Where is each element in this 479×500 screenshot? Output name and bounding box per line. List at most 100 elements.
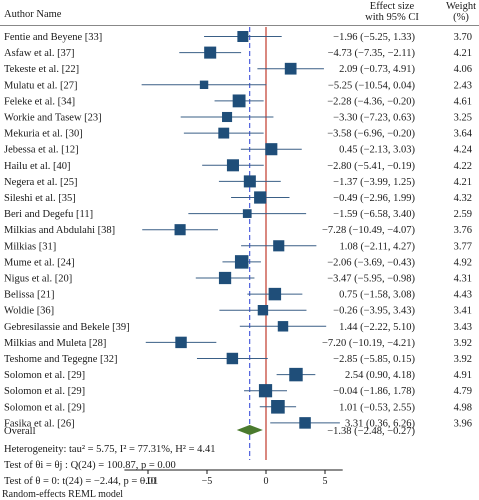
overall-effect-test: Test of θ = 0: t(24) = −2.44, p = 0.01 bbox=[4, 476, 158, 487]
study-name: Jebessa et al. [12] bbox=[4, 145, 79, 156]
effect-marker bbox=[174, 224, 186, 236]
effect-marker bbox=[234, 255, 249, 269]
study-name: Solomon et al. [29] bbox=[4, 370, 85, 381]
weight-text: 4.21 bbox=[454, 48, 472, 59]
study-name: Mume et al. [24] bbox=[4, 257, 75, 268]
study-name: Nigus et al. [20] bbox=[4, 274, 72, 285]
weight-text: 2.43 bbox=[454, 80, 472, 91]
effect-marker bbox=[204, 46, 217, 59]
effect-ci-text: −0.49 (−2.96, 1.99) bbox=[333, 193, 415, 204]
effect-marker bbox=[218, 271, 232, 285]
weight-text: 4.79 bbox=[454, 386, 472, 397]
x-tick-label: 5 bbox=[323, 476, 328, 487]
weight-column-header-line1: Weight bbox=[446, 1, 476, 12]
effect-marker bbox=[258, 384, 273, 398]
effect-ci-text: −3.47 (−5.95, −0.98) bbox=[327, 274, 415, 285]
weight-text: 4.43 bbox=[454, 290, 472, 301]
study-row: Fentie and Beyene [33] −1.96 (−5.25, 1.33… bbox=[4, 31, 472, 43]
effect-ci-text: 0.45 (−2.13, 3.03) bbox=[339, 145, 415, 156]
study-row: Asfaw et al. [37] −4.73 (−7.35, −2.11) 4.2… bbox=[4, 46, 472, 59]
weight-text: 3.41 bbox=[454, 306, 472, 317]
weight-text: 4.91 bbox=[454, 370, 472, 381]
weight-text: 4.92 bbox=[454, 257, 472, 268]
weight-text: 3.43 bbox=[454, 322, 472, 333]
weight-text: 3.92 bbox=[454, 338, 472, 349]
study-row: Sileshi et al. [35] −0.49 (−2.96, 1.99) 4.… bbox=[4, 191, 472, 204]
effect-ci-text: −2.28 (−4.36, −0.20) bbox=[327, 96, 415, 107]
effect-marker bbox=[268, 287, 282, 301]
study-name: Gebresilassie and Bekele [39] bbox=[4, 322, 130, 333]
weight-text: 3.96 bbox=[454, 418, 472, 429]
effect-ci-text: −2.85 (−5.85, 0.15) bbox=[333, 354, 415, 365]
homogeneity-test: Test of θi = θj : Q(24) = 100.87, p = 0.… bbox=[4, 460, 176, 471]
effect-marker bbox=[284, 62, 297, 75]
study-name: Asfaw et al. [37] bbox=[4, 48, 75, 59]
study-name: Tekeste et al. [22] bbox=[4, 64, 79, 75]
effect-marker bbox=[242, 209, 252, 218]
study-row: Gebresilassie and Bekele [39] 1.44 (−2.22… bbox=[4, 321, 472, 333]
x-tick-label: 0 bbox=[264, 476, 269, 487]
effect-ci-text: −5.25 (−10.54, 0.04) bbox=[328, 80, 416, 91]
study-name: Milkias and Muleta [28] bbox=[4, 338, 106, 349]
study-name: Hailu et al. [40] bbox=[4, 161, 70, 172]
effect-marker bbox=[257, 305, 269, 316]
weight-text: 4.24 bbox=[454, 145, 473, 156]
effect-marker bbox=[226, 352, 239, 365]
study-name: Feleke et al. [34] bbox=[4, 96, 75, 107]
effect-marker bbox=[232, 94, 246, 108]
study-row: Tekeste et al. [22] 2.09 (−0.73, 4.91) 4.0… bbox=[4, 62, 472, 75]
study-row: Milkias and Abdulahi [38] −7.28 (−10.49, … bbox=[4, 224, 472, 236]
effect-marker bbox=[222, 111, 233, 123]
effect-ci-text: −2.06 (−3.69, −0.43) bbox=[327, 257, 415, 268]
effect-ci-text: −1.37 (−3.99, 1.25) bbox=[333, 177, 415, 188]
effect-ci-text: −1.59 (−6.58, 3.40) bbox=[333, 209, 415, 220]
overall-diamond bbox=[236, 425, 263, 435]
study-row: Mekuria et al. [30] −3.58 (−6.96, −0.20) 3… bbox=[4, 127, 473, 140]
effect-ci-text: −2.80 (−5.41, −0.19) bbox=[327, 161, 415, 172]
study-name: Solomon et al. [29] bbox=[4, 402, 85, 413]
study-name: Sileshi et al. [35] bbox=[4, 193, 76, 204]
weight-text: 3.77 bbox=[454, 241, 472, 252]
effect-ci-text: 1.44 (−2.22, 5.10) bbox=[339, 322, 415, 333]
study-name: Negera et al. [25] bbox=[4, 177, 77, 188]
weight-text: 2.59 bbox=[454, 209, 472, 220]
weight-text: 4.21 bbox=[454, 177, 472, 188]
effect-marker bbox=[199, 80, 209, 89]
effect-ci-text: 3.31 (0.36, 6.26) bbox=[345, 418, 415, 429]
effect-marker bbox=[218, 127, 230, 139]
weight-text: 4.31 bbox=[454, 274, 472, 285]
study-row: Mume et al. [24] −2.06 (−3.69, −0.43) 4.92 bbox=[4, 255, 472, 269]
study-name: Mulatu et al. [27] bbox=[4, 80, 77, 91]
study-row: Jebessa et al. [12] 0.45 (−2.13, 3.03) 4.2… bbox=[4, 143, 473, 156]
study-row: Woldie [36] −0.26 (−3.95, 3.43) 3.41 bbox=[4, 305, 472, 317]
study-name: Teshome and Tegegne [32] bbox=[4, 354, 118, 365]
effect-marker bbox=[277, 321, 289, 332]
effect-ci-text: −7.28 (−10.49, −4.07) bbox=[322, 225, 416, 236]
x-tick-label: −5 bbox=[202, 476, 213, 487]
study-name: Belissa [21] bbox=[4, 290, 54, 301]
study-name: Fentie and Beyene [33] bbox=[4, 32, 102, 43]
effect-ci-text: 2.54 (0.90, 4.18) bbox=[345, 370, 415, 381]
effect-marker bbox=[175, 336, 187, 349]
study-row: Workie and Tasew [23] −3.30 (−7.23, 0.63)… bbox=[4, 111, 472, 124]
study-row: Fasika et al. [26] 3.31 (0.36, 6.26) 3.96 bbox=[4, 417, 472, 429]
effect-ci-text: −3.58 (−6.96, −0.20) bbox=[327, 129, 415, 140]
weight-text: 3.70 bbox=[454, 32, 472, 43]
overall-label: Overall bbox=[4, 426, 36, 437]
study-row: Milkias and Muleta [28] −7.20 (−10.19, −4… bbox=[4, 336, 472, 349]
effect-ci-text: −0.26 (−3.95, 3.43) bbox=[333, 306, 415, 317]
weight-text: 4.61 bbox=[454, 96, 472, 107]
study-row: Solomon et al. [29] 1.01 (−0.53, 2.55) 4.9… bbox=[4, 400, 472, 414]
weight-text: 4.06 bbox=[454, 64, 472, 75]
study-name: Solomon et al. [29] bbox=[4, 386, 85, 397]
model-footnote: Random-effects REML model bbox=[2, 489, 123, 500]
effect-column-header-line1: Effect size bbox=[370, 1, 415, 12]
study-name: Milkias [31] bbox=[4, 241, 56, 252]
effect-column-header-line2: with 95% CI bbox=[365, 12, 419, 23]
effect-marker bbox=[273, 240, 285, 252]
effect-ci-text: −4.73 (−7.35, −2.11) bbox=[328, 48, 416, 59]
effect-ci-text: 1.08 (−2.11, 4.27) bbox=[339, 241, 415, 252]
weight-text: 3.64 bbox=[454, 129, 473, 140]
study-row: Negera et al. [25] −1.37 (−3.99, 1.25) 4.2… bbox=[4, 175, 472, 188]
